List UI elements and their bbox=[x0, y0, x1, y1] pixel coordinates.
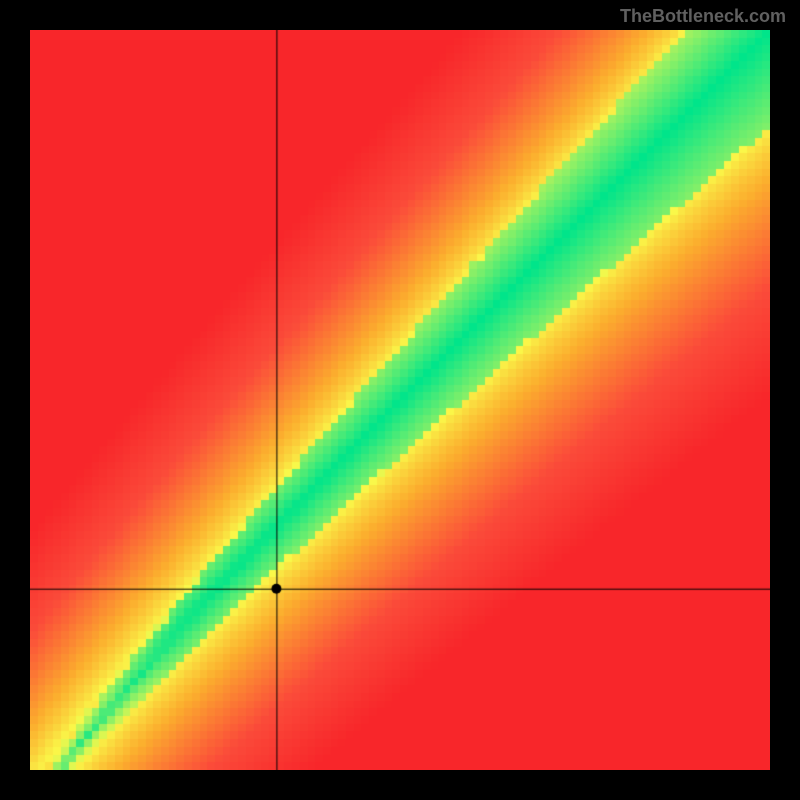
bottleneck-heatmap bbox=[30, 30, 770, 770]
plot-area bbox=[30, 30, 770, 770]
attribution-text: TheBottleneck.com bbox=[620, 6, 786, 27]
chart-container: TheBottleneck.com bbox=[0, 0, 800, 800]
